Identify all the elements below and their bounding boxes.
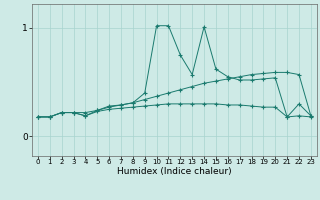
X-axis label: Humidex (Indice chaleur): Humidex (Indice chaleur) (117, 167, 232, 176)
